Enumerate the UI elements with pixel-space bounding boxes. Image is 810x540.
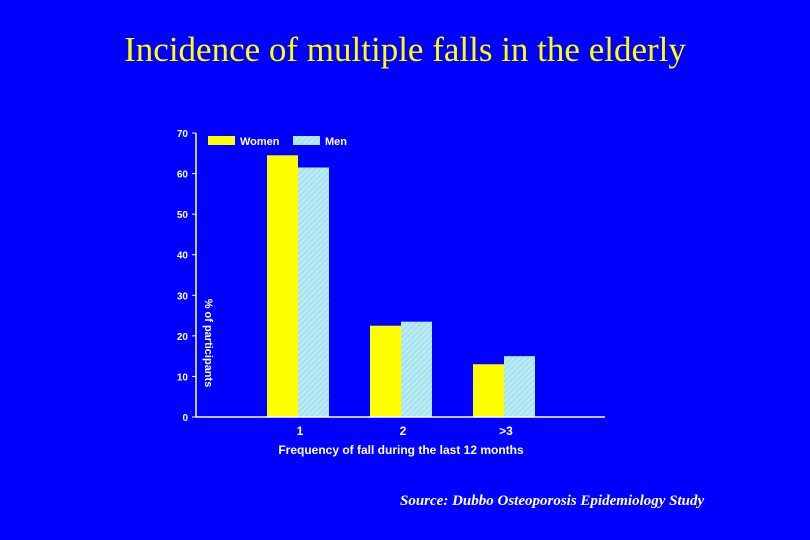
x-tick-label: >3 (499, 424, 513, 438)
y-tick-label: 30 (177, 291, 189, 302)
y-tick-label: 10 (177, 372, 189, 383)
legend-label-women: Women (240, 136, 280, 148)
bar-men-2 (401, 321, 432, 417)
legend-swatch-men (293, 136, 320, 145)
x-tick-label: 1 (297, 424, 304, 438)
bar-women-3 (473, 364, 504, 417)
y-tick-label: 0 (182, 413, 188, 424)
legend-swatch-women (208, 136, 235, 145)
x-axis-title: Frequency of fall during the last 12 mon… (278, 443, 524, 457)
bar-men-3 (504, 356, 535, 417)
bar-men-1 (298, 167, 329, 417)
slide-title: Incidence of multiple falls in the elder… (124, 30, 686, 69)
y-tick-label: 40 (177, 251, 189, 262)
x-tick-label: 2 (400, 424, 407, 438)
y-axis-title: % of participants (202, 299, 214, 388)
y-tick-label: 60 (177, 170, 189, 181)
bar-women-2 (370, 325, 401, 417)
y-tick-label: 20 (177, 332, 189, 343)
bar-women-1 (267, 155, 298, 418)
y-tick-label: 50 (177, 210, 189, 221)
source-citation: Source: Dubbo Osteoporosis Epidemiology … (400, 493, 705, 509)
legend-label-men: Men (325, 136, 347, 148)
y-tick-label: 70 (177, 129, 189, 140)
